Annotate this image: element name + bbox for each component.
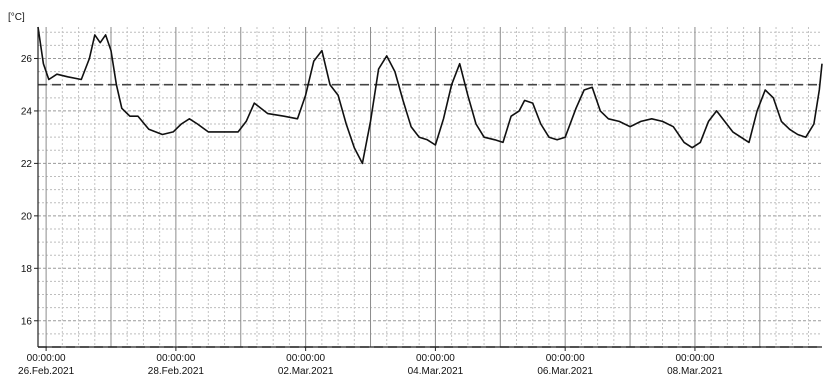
x-tick-time: 00:00:00 [416, 353, 455, 364]
x-tick-date: 26.Feb.2021 [18, 366, 75, 377]
y-tick-label: 24 [21, 106, 33, 117]
y-tick-labels: 16 18 20 22 24 26 [21, 54, 38, 327]
x-tick-time: 00:00:00 [27, 353, 66, 364]
x-tick-date: 06.Mar.2021 [537, 366, 593, 377]
y-tick-label: 20 [21, 211, 33, 222]
x-tick-date: 28.Feb.2021 [148, 366, 205, 377]
series-group [37, 26, 823, 165]
y-tick-label: 22 [21, 159, 33, 170]
grid [38, 27, 822, 348]
x-tick-labels: 00:00:00 26.Feb.2021 00:00:00 28.Feb.2021 00… [18, 347, 723, 377]
y-tick-label: 18 [21, 264, 33, 275]
x-tick-date: 02.Mar.2021 [278, 366, 334, 377]
x-tick-time: 00:00:00 [546, 353, 585, 364]
x-tick-time: 00:00:00 [286, 353, 325, 364]
x-tick-date: 08.Mar.2021 [667, 366, 723, 377]
x-tick-date: 04.Mar.2021 [408, 366, 464, 377]
x-tick-time: 00:00:00 [675, 353, 714, 364]
series-line [37, 26, 823, 165]
axes [37, 27, 822, 348]
x-tick-time: 00:00:00 [156, 353, 195, 364]
y-tick-label: 26 [21, 54, 33, 65]
y-tick-label: 16 [21, 316, 33, 327]
y-axis-unit-label: [°C] [8, 12, 25, 23]
